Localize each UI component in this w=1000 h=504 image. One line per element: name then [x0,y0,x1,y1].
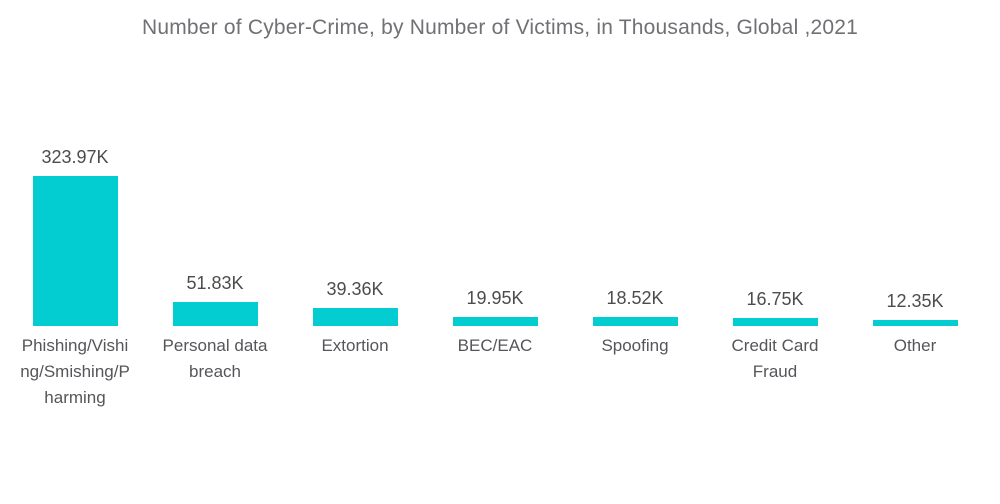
bar-value-label: 323.97K [41,147,109,167]
bar-column: 51.83K Personal data breach [145,0,285,411]
bar [732,318,818,326]
bar-value-label: 16.75K [746,289,804,309]
chart-title: Number of Cyber-Crime, by Number of Vict… [141,16,859,39]
bar [452,317,538,326]
bar [312,308,398,326]
bar-value-label: 19.95K [466,288,524,308]
bar-plot-area: 18.52K [565,0,705,326]
bar-category-label: Credit Card Fraud [731,336,819,381]
bar-column: 19.95K BEC/EAC [425,0,565,411]
bar-category-label: Personal data breach [162,336,268,381]
bar-category-label: Extortion [321,336,389,355]
bar [872,320,958,326]
bar [592,317,678,326]
bar-column: 12.35K Other [845,0,985,411]
bar-plot-area: 12.35K [845,0,985,326]
bar-value-label: 18.52K [606,288,664,308]
bar-category-label: Phishing/Vishi ng/Smishing/P harming [20,336,130,407]
bar-column: 16.75K Credit Card Fraud [705,0,845,411]
bar-plot-area: 39.36K [285,0,425,326]
bar-value-label: 39.36K [326,279,384,299]
bar-column: 18.52K Spoofing [565,0,705,411]
bar-plot-area: 51.83K [145,0,285,326]
bar-category-label: Other [893,336,937,355]
bar-plot-area: 16.75K [705,0,845,326]
bar-plot-area: 19.95K [425,0,565,326]
bar-category-label: Spoofing [601,336,669,355]
bar-plot-area: 323.97K [5,0,145,326]
bar-category-label: BEC/EAC [457,336,533,355]
bar-value-label: 12.35K [886,291,944,311]
bar [32,176,118,326]
bar-column: 39.36K Extortion [285,0,425,411]
chart-row: 323.97K Phishing/Vishi ng/Smishing/P har… [5,0,985,411]
bar-value-label: 51.83K [186,273,244,293]
bar [172,302,258,326]
bar-column: 323.97K Phishing/Vishi ng/Smishing/P har… [5,0,145,411]
